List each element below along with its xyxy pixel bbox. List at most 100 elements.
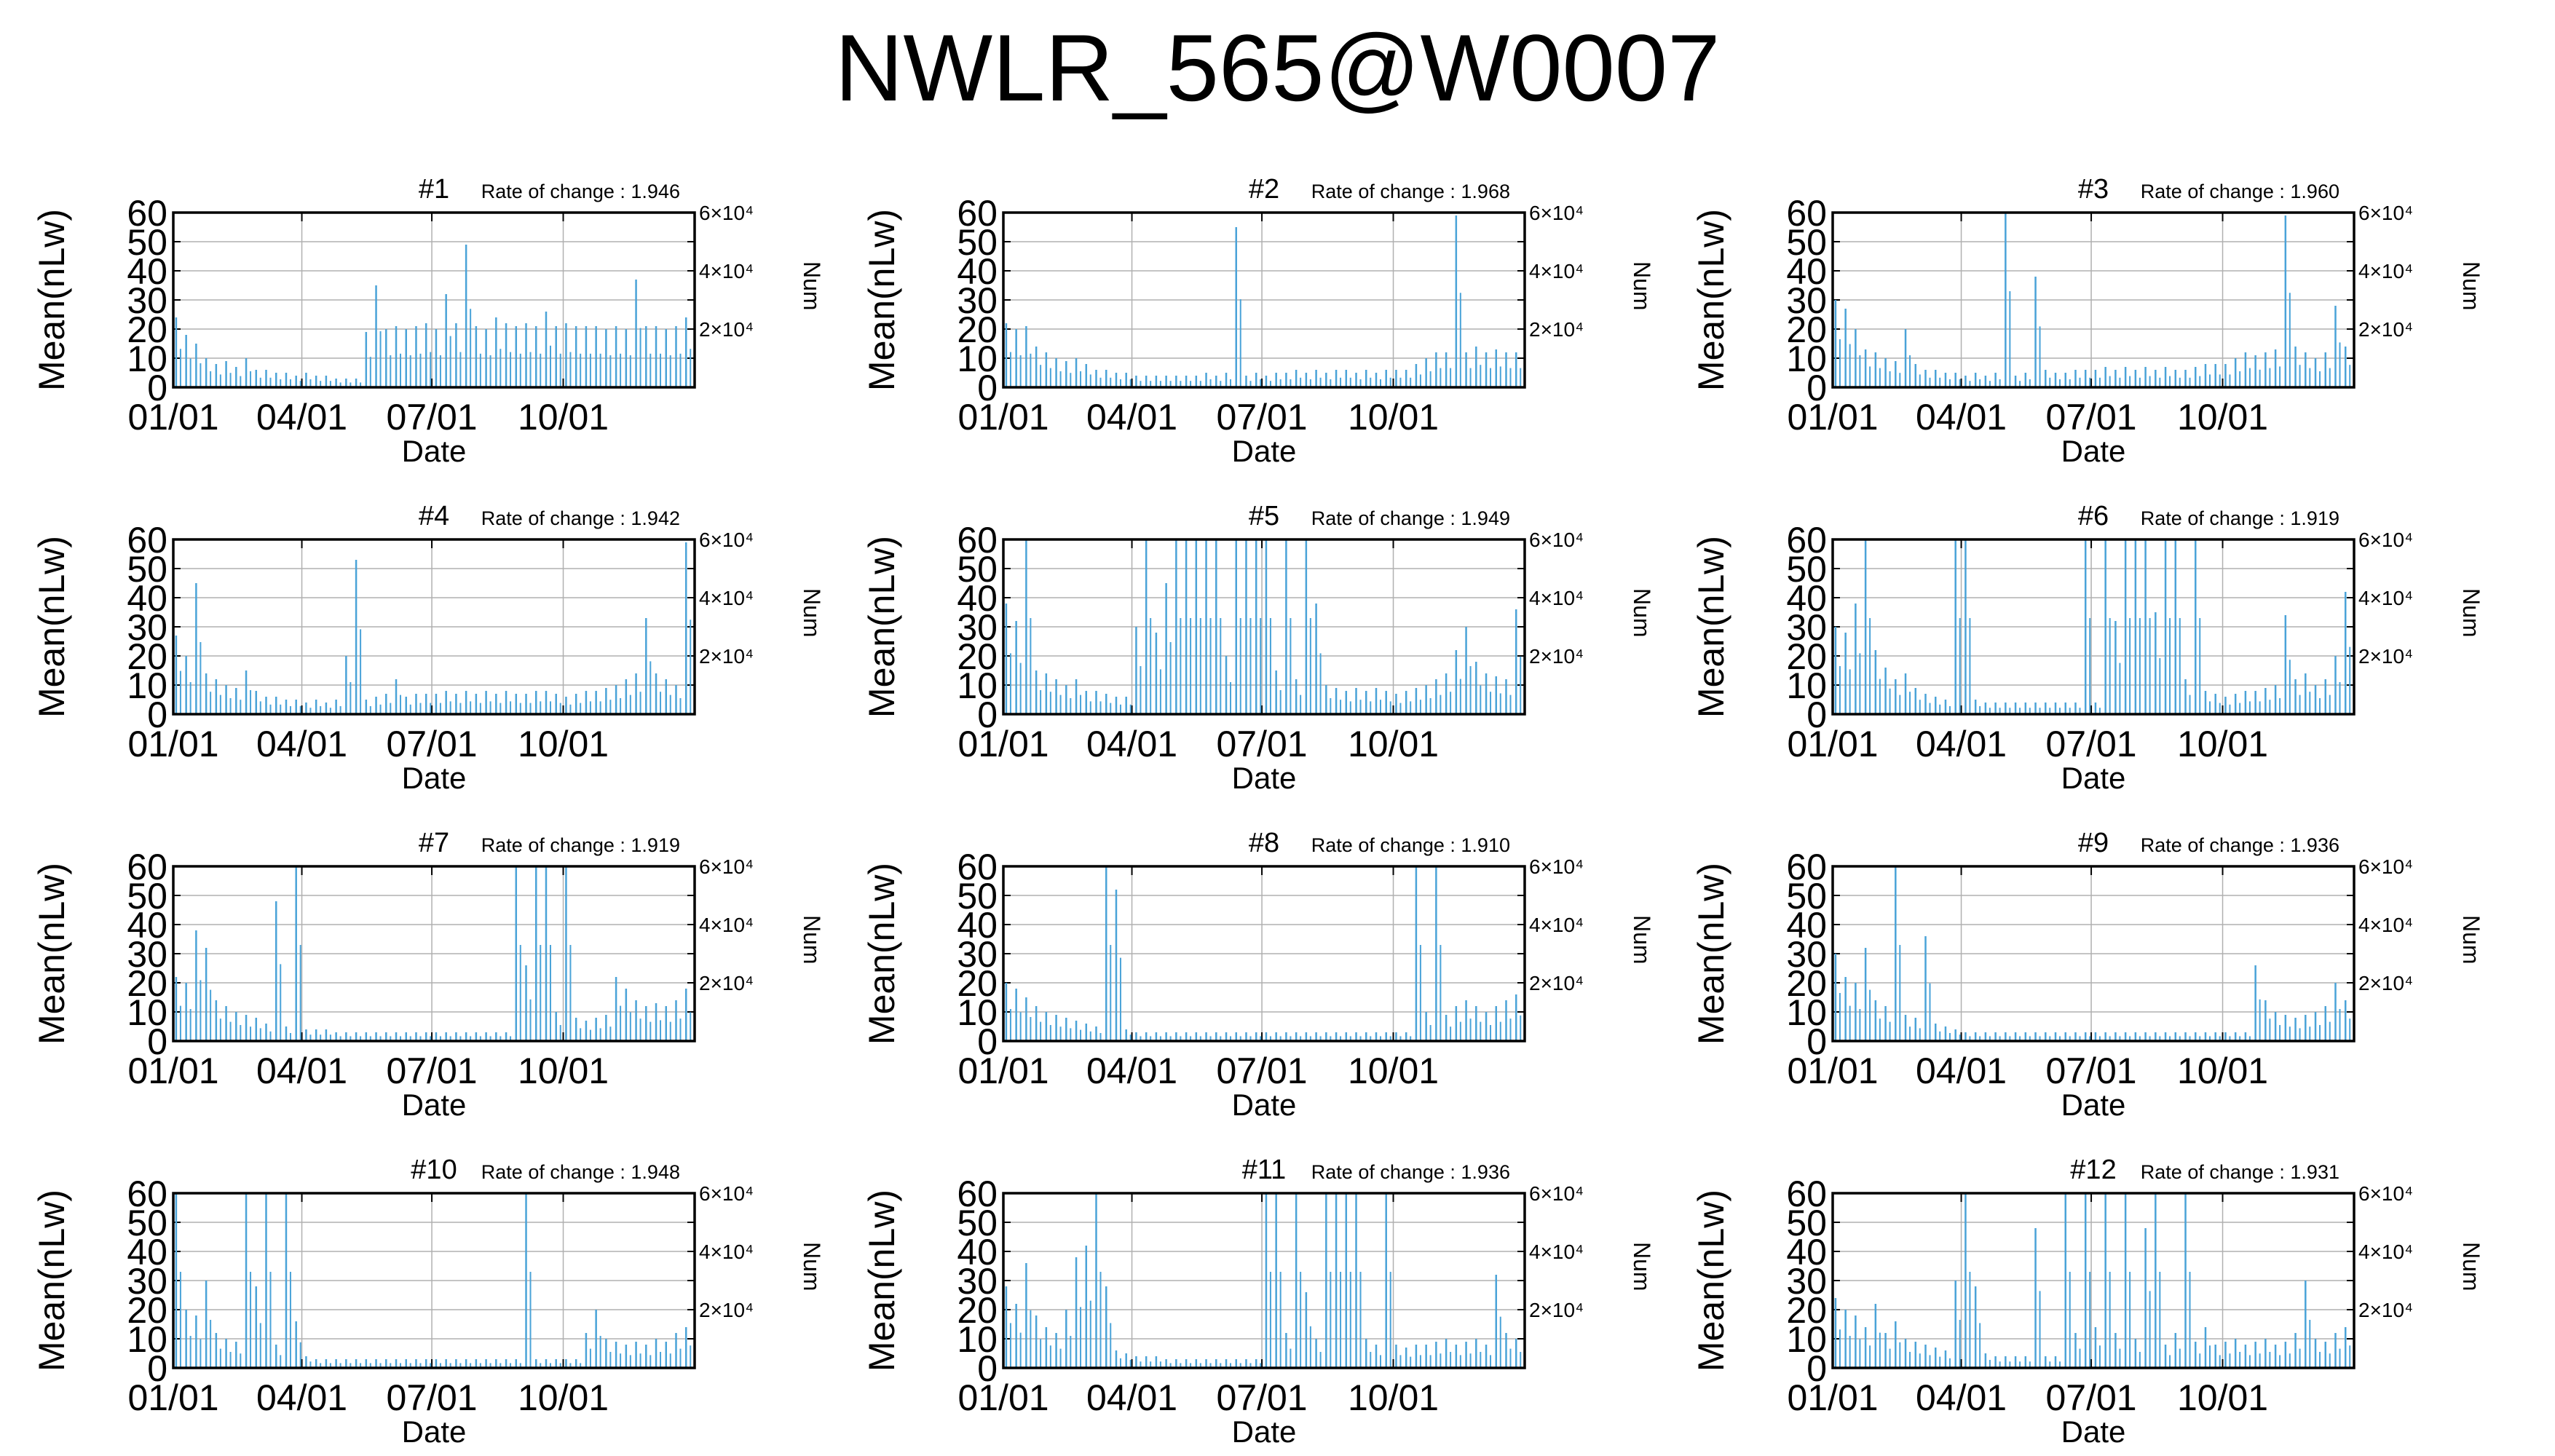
y-tick-label: 50 — [1786, 549, 1827, 590]
x-axis-label: Date — [1232, 1415, 1297, 1449]
y2-axis-label: Num — [1629, 588, 1655, 638]
y-tick-label: 40 — [127, 578, 167, 619]
x-tick-label: 01/01 — [127, 1051, 218, 1091]
x-tick-label: 10/01 — [1348, 397, 1439, 438]
y-tick-label: 60 — [1786, 193, 1827, 234]
y-tick-label: 30 — [1786, 280, 1827, 321]
y-tick-label: 30 — [127, 280, 167, 321]
y2-tick-label: 2×10⁴ — [2358, 1299, 2413, 1321]
y-tick-label: 0 — [1806, 695, 1827, 735]
x-axis-label: Date — [1232, 434, 1297, 468]
y2-tick-label: 2×10⁴ — [2358, 645, 2413, 668]
y2-tick-label: 6×10⁴ — [699, 855, 754, 878]
y2-tick-label: 4×10⁴ — [699, 1241, 754, 1263]
y-tick-label: 20 — [127, 636, 167, 677]
y-tick-label: 60 — [957, 520, 998, 561]
y2-tick-label: 4×10⁴ — [1529, 914, 1584, 936]
rate-of-change-label: Rate of change : 1.949 — [1311, 507, 1510, 529]
y-tick-label: 10 — [1786, 1319, 1827, 1360]
y2-axis-label: Num — [2458, 261, 2484, 311]
x-tick-label: 10/01 — [2177, 724, 2268, 764]
y2-axis-label: Num — [2458, 588, 2484, 638]
plot-frame — [1831, 211, 2355, 389]
x-axis-label: Date — [1232, 761, 1297, 795]
y-tick-label: 60 — [1786, 1174, 1827, 1214]
x-tick-label: 04/01 — [1916, 1051, 2007, 1091]
x-tick-label: 04/01 — [256, 1051, 347, 1091]
plot-frame — [1831, 538, 2355, 716]
y-tick-label: 0 — [147, 1348, 167, 1389]
y-tick-label: 60 — [127, 847, 167, 887]
figure-title: NWLR_565@W0007 — [834, 15, 1721, 121]
x-tick-label: 04/01 — [1916, 1377, 2007, 1418]
y-tick-label: 40 — [127, 905, 167, 946]
x-tick-label: 07/01 — [1216, 397, 1307, 438]
panel-title: #2 — [1249, 174, 1279, 205]
y-tick-label: 0 — [977, 1021, 998, 1062]
x-tick-label: 10/01 — [518, 724, 609, 764]
y-tick-label: 10 — [957, 665, 998, 706]
y-tick-label: 50 — [127, 1203, 167, 1243]
rate-of-change-label: Rate of change : 1.931 — [2141, 1161, 2339, 1183]
y-tick-label: 10 — [127, 339, 167, 379]
y-axis-label: Mean(nLw) — [31, 209, 72, 391]
x-tick-label: 04/01 — [1086, 724, 1177, 764]
y2-tick-label: 2×10⁴ — [1529, 972, 1584, 994]
rate-of-change-label: Rate of change : 1.960 — [2141, 181, 2339, 202]
y-axis-label: Mean(nLw) — [1691, 536, 1731, 718]
y-tick-label: 20 — [1786, 309, 1827, 350]
y-tick-label: 50 — [127, 549, 167, 590]
panel-title: #10 — [411, 1155, 457, 1185]
y2-tick-label: 6×10⁴ — [699, 202, 754, 224]
rate-of-change-label: Rate of change : 1.942 — [481, 507, 680, 529]
y-tick-label: 20 — [127, 309, 167, 350]
y2-tick-label: 6×10⁴ — [2358, 1182, 2413, 1205]
y2-tick-label: 4×10⁴ — [1529, 260, 1584, 282]
y2-tick-label: 4×10⁴ — [2358, 260, 2413, 282]
y2-tick-label: 6×10⁴ — [1529, 1182, 1584, 1205]
rate-of-change-label: Rate of change : 1.919 — [481, 834, 680, 856]
rate-of-change-label: Rate of change : 1.910 — [1311, 834, 1510, 856]
y-tick-label: 30 — [1786, 1261, 1827, 1302]
x-axis-label: Date — [2061, 1088, 2126, 1122]
plot-frame — [1002, 211, 1526, 389]
y2-tick-label: 4×10⁴ — [2358, 587, 2413, 609]
y-axis-label: Mean(nLw) — [1691, 863, 1731, 1045]
y-tick-label: 0 — [977, 368, 998, 408]
x-tick-label: 01/01 — [127, 397, 218, 438]
x-tick-label: 07/01 — [2045, 724, 2136, 764]
y2-tick-label: 4×10⁴ — [699, 587, 754, 609]
x-tick-label: 07/01 — [1216, 724, 1307, 764]
plot-frame — [1002, 538, 1526, 716]
panel-title: #11 — [1242, 1155, 1287, 1185]
x-tick-label: 10/01 — [518, 397, 609, 438]
x-tick-label: 04/01 — [1086, 1377, 1177, 1418]
x-tick-label: 01/01 — [957, 1377, 1049, 1418]
y-tick-label: 50 — [1786, 222, 1827, 263]
y2-tick-label: 6×10⁴ — [699, 1182, 754, 1205]
y-axis-label: Mean(nLw) — [31, 863, 72, 1045]
x-tick-label: 01/01 — [1787, 1051, 1878, 1091]
y-axis-label: Mean(nLw) — [1691, 1190, 1731, 1372]
y2-axis-label: Num — [2458, 1242, 2484, 1291]
y2-tick-label: 2×10⁴ — [2358, 972, 2413, 994]
x-axis-label: Date — [2061, 761, 2126, 795]
x-tick-label: 01/01 — [957, 397, 1049, 438]
y-tick-label: 30 — [957, 1261, 998, 1302]
x-axis-label: Date — [402, 434, 467, 468]
y-axis-label: Mean(nLw) — [861, 863, 902, 1045]
y2-axis-label: Num — [799, 915, 825, 965]
rate-of-change-label: Rate of change : 1.946 — [481, 181, 680, 202]
x-tick-label: 10/01 — [1348, 724, 1439, 764]
y-tick-label: 20 — [127, 963, 167, 1004]
y-tick-label: 60 — [127, 1174, 167, 1214]
y-tick-label: 10 — [1786, 339, 1827, 379]
y2-axis-label: Num — [1629, 915, 1655, 965]
